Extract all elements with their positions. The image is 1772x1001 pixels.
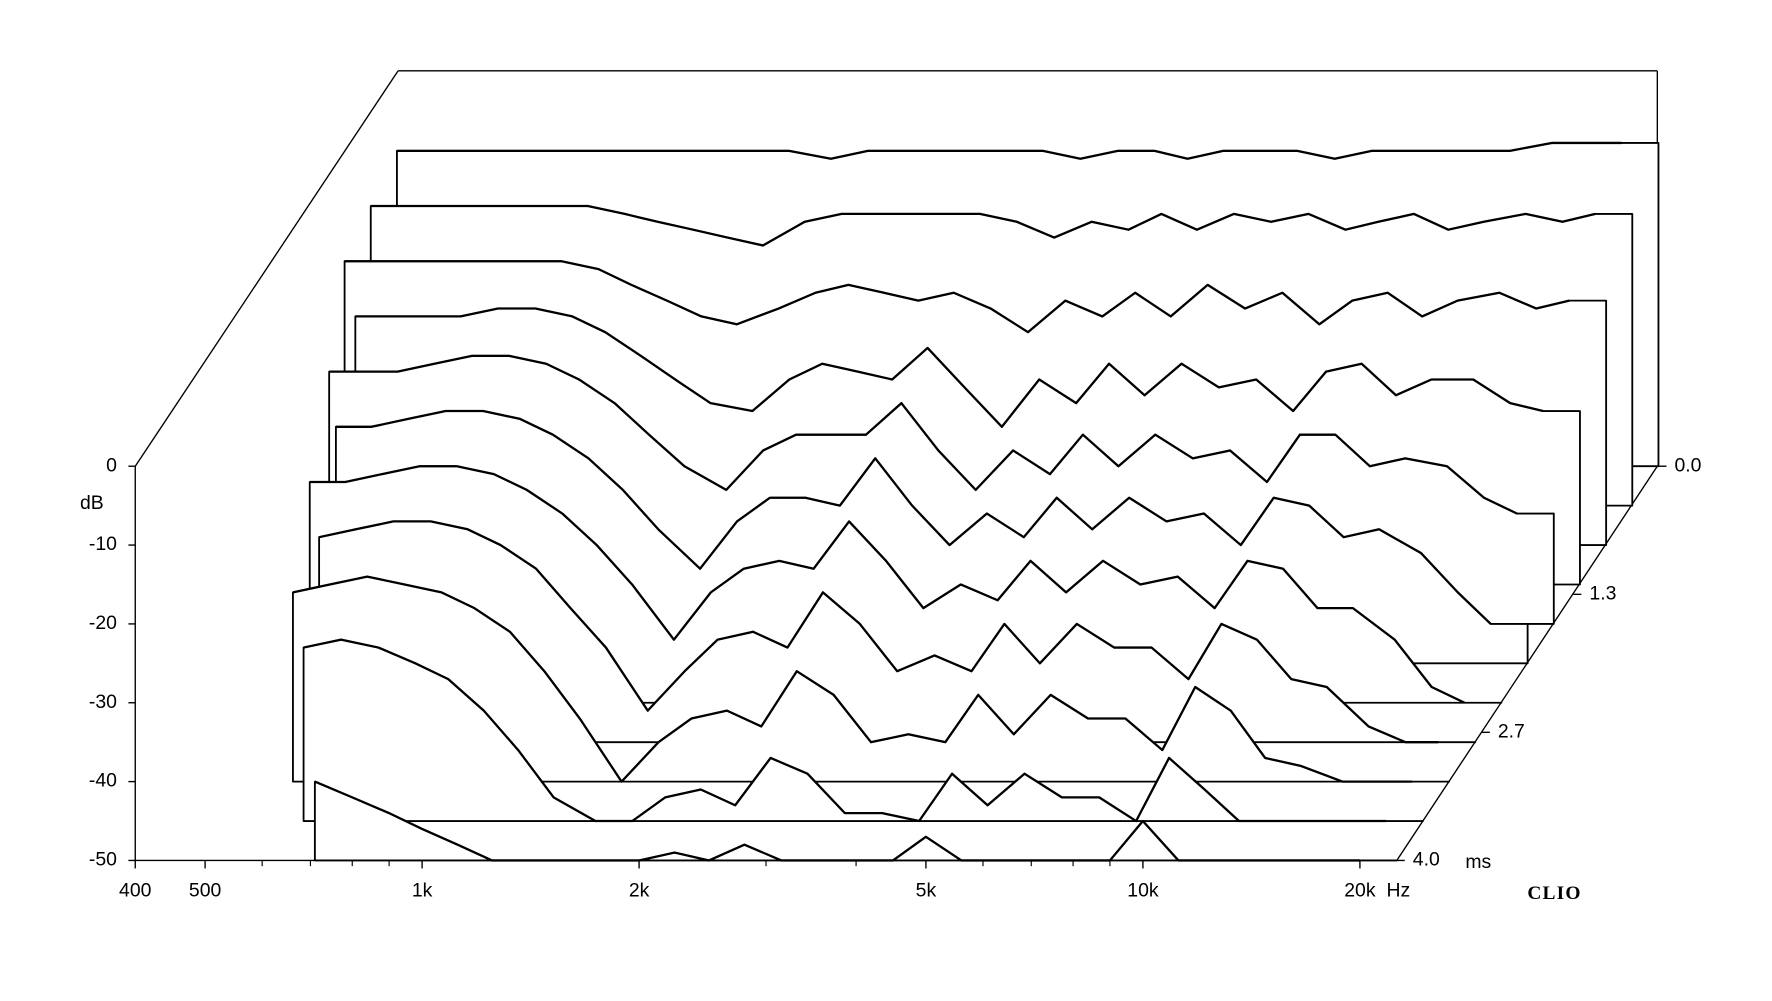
x-tick-label: 1k	[412, 879, 433, 901]
x-tick-label: 5k	[916, 879, 937, 901]
slice-curve	[309, 465, 1466, 704]
y-tick-label: -40	[89, 770, 117, 792]
slice-curve	[314, 780, 1360, 862]
z-tick-label: 0.0	[1674, 454, 1701, 476]
x-tick-label: 500	[189, 879, 222, 901]
x-unit: Hz	[1387, 879, 1411, 901]
y-tick-label: 0	[106, 454, 117, 476]
slice-curve	[344, 260, 1570, 334]
slice-curve	[355, 307, 1544, 428]
left-diagonal-edge	[134, 70, 399, 467]
slice-curve	[303, 638, 1387, 823]
slice-curve	[396, 141, 1622, 160]
x-tick-label: 10k	[1127, 879, 1159, 901]
slices	[292, 141, 1660, 862]
slice-curve	[329, 354, 1518, 515]
z-tick-label: 4.0	[1413, 849, 1440, 871]
slice-curve	[370, 204, 1596, 247]
slice-curve	[318, 520, 1439, 744]
y-tick-label: -20	[89, 612, 117, 634]
x-tick-label: 2k	[629, 879, 650, 901]
z-tick-label: 2.7	[1498, 720, 1525, 742]
brand: CLIO	[1527, 883, 1581, 904]
z-tick-label: 1.3	[1589, 582, 1616, 604]
y-tick-label: -50	[89, 849, 117, 871]
slice-curve	[292, 575, 1413, 783]
z-unit: ms	[1465, 851, 1491, 873]
slice-curve	[335, 409, 1492, 625]
y-tick-label: -30	[89, 691, 117, 713]
y-tick-label: -10	[89, 533, 117, 555]
x-tick-label: 20k	[1344, 879, 1376, 901]
y-unit: dB	[80, 492, 104, 514]
x-tick-label: 400	[119, 879, 152, 901]
